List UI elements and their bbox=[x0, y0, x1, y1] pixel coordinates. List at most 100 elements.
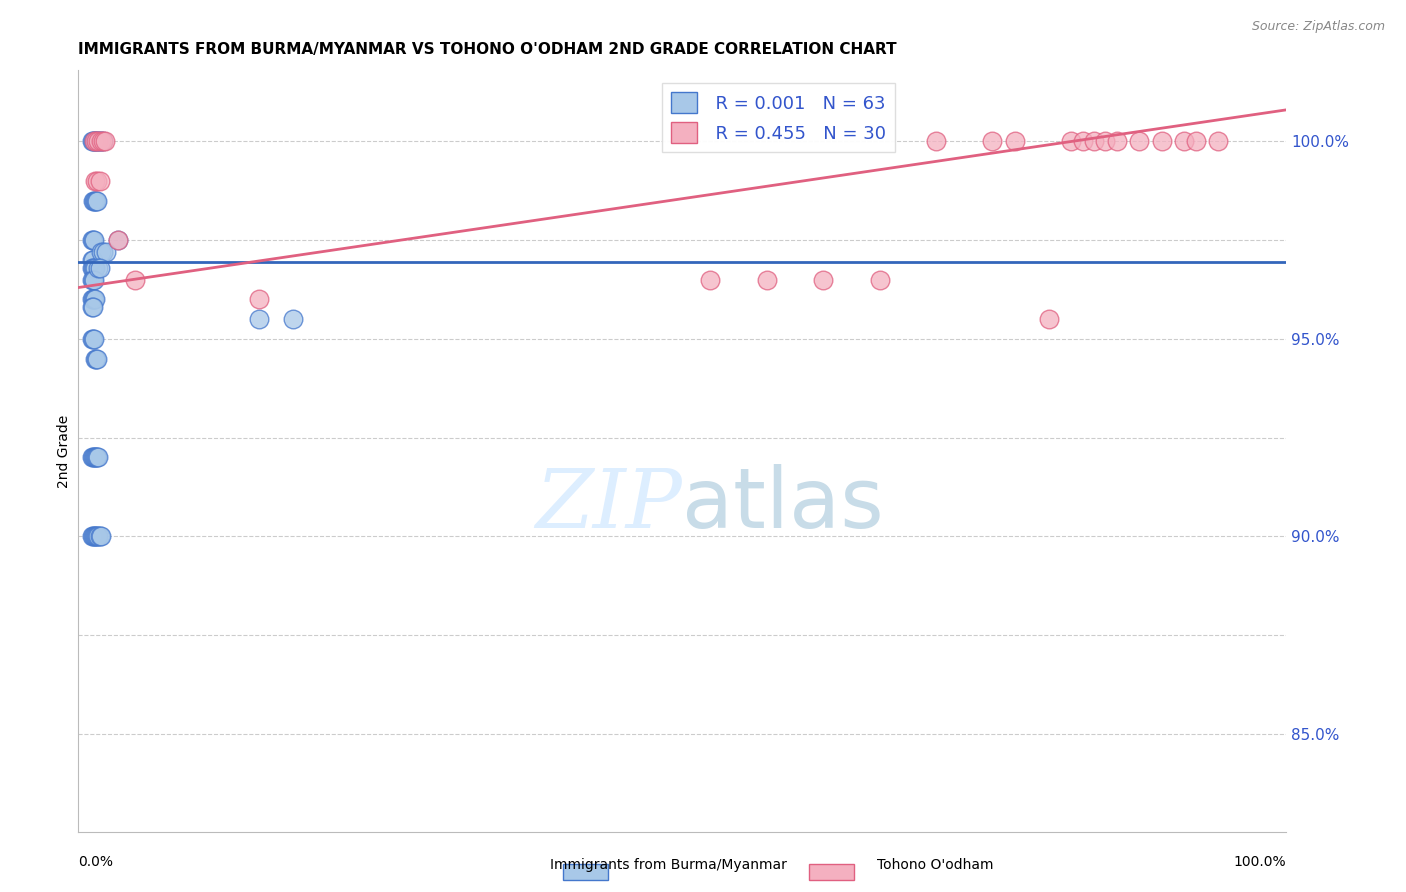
Point bbox=[1128, 135, 1150, 149]
Point bbox=[755, 273, 778, 287]
Point bbox=[811, 273, 834, 287]
Point bbox=[94, 135, 117, 149]
Point bbox=[82, 332, 104, 346]
Point bbox=[82, 293, 104, 307]
Point bbox=[86, 174, 108, 188]
Point bbox=[84, 293, 107, 307]
Point bbox=[1094, 135, 1116, 149]
Point bbox=[90, 245, 112, 260]
Point bbox=[83, 529, 105, 543]
Point bbox=[107, 233, 129, 247]
Point bbox=[83, 135, 105, 149]
Point bbox=[925, 135, 948, 149]
Point bbox=[1083, 135, 1105, 149]
Point bbox=[83, 135, 105, 149]
Point bbox=[1004, 135, 1026, 149]
Text: Source: ZipAtlas.com: Source: ZipAtlas.com bbox=[1251, 20, 1385, 33]
Point bbox=[84, 529, 107, 543]
Point bbox=[84, 351, 107, 366]
Point bbox=[84, 194, 107, 208]
Point bbox=[981, 135, 1004, 149]
Point bbox=[83, 293, 105, 307]
Point bbox=[82, 252, 104, 267]
Point bbox=[96, 245, 118, 260]
Point bbox=[82, 273, 104, 287]
Point bbox=[80, 293, 103, 307]
Point bbox=[90, 529, 112, 543]
Point bbox=[84, 260, 107, 275]
Point bbox=[87, 529, 110, 543]
Point bbox=[89, 174, 111, 188]
Point bbox=[87, 260, 110, 275]
Point bbox=[281, 312, 304, 326]
Point bbox=[84, 135, 107, 149]
Point bbox=[869, 273, 891, 287]
Point bbox=[1071, 135, 1094, 149]
Point bbox=[89, 529, 111, 543]
Point bbox=[86, 194, 108, 208]
Point bbox=[82, 194, 104, 208]
Point bbox=[247, 293, 270, 307]
Legend:   R = 0.001   N = 63,   R = 0.455   N = 30: R = 0.001 N = 63, R = 0.455 N = 30 bbox=[662, 83, 896, 152]
Point bbox=[1173, 135, 1195, 149]
Point bbox=[90, 135, 112, 149]
Point bbox=[80, 450, 103, 465]
Point bbox=[87, 135, 110, 149]
Point bbox=[91, 135, 114, 149]
Y-axis label: 2nd Grade: 2nd Grade bbox=[58, 415, 72, 488]
Point bbox=[86, 135, 108, 149]
Point bbox=[83, 260, 105, 275]
Point bbox=[82, 450, 104, 465]
Text: IMMIGRANTS FROM BURMA/MYANMAR VS TOHONO O'ODHAM 2ND GRADE CORRELATION CHART: IMMIGRANTS FROM BURMA/MYANMAR VS TOHONO … bbox=[79, 42, 897, 57]
Point bbox=[1184, 135, 1206, 149]
Point bbox=[80, 529, 103, 543]
Point bbox=[91, 245, 114, 260]
Point bbox=[90, 135, 112, 149]
Point bbox=[84, 450, 107, 465]
Point bbox=[83, 332, 105, 346]
Point bbox=[84, 135, 107, 149]
Point bbox=[91, 135, 114, 149]
Point bbox=[87, 135, 110, 149]
Point bbox=[83, 273, 105, 287]
Point bbox=[1150, 135, 1173, 149]
Text: 100.0%: 100.0% bbox=[1233, 855, 1286, 869]
Point bbox=[86, 529, 108, 543]
Point bbox=[1060, 135, 1083, 149]
Point bbox=[80, 273, 103, 287]
Point bbox=[1038, 312, 1060, 326]
Point bbox=[84, 351, 107, 366]
Point bbox=[247, 312, 270, 326]
Point bbox=[124, 273, 146, 287]
Text: 0.0%: 0.0% bbox=[79, 855, 112, 869]
Text: Immigrants from Burma/Myanmar: Immigrants from Burma/Myanmar bbox=[550, 858, 786, 872]
Point bbox=[84, 174, 107, 188]
Point bbox=[80, 252, 103, 267]
Point bbox=[80, 301, 103, 315]
Point bbox=[84, 135, 107, 149]
Point bbox=[84, 194, 107, 208]
Point bbox=[80, 260, 103, 275]
Point bbox=[82, 135, 104, 149]
Point bbox=[83, 233, 105, 247]
Point bbox=[82, 529, 104, 543]
Point bbox=[82, 260, 104, 275]
Point bbox=[82, 301, 104, 315]
Point bbox=[80, 233, 103, 247]
Point bbox=[84, 529, 107, 543]
Point bbox=[80, 332, 103, 346]
Point bbox=[1206, 135, 1229, 149]
Point bbox=[699, 273, 721, 287]
Point bbox=[87, 450, 110, 465]
Point bbox=[83, 194, 105, 208]
Text: ZIP: ZIP bbox=[536, 465, 682, 545]
Point bbox=[1105, 135, 1128, 149]
Point bbox=[82, 233, 104, 247]
Text: atlas: atlas bbox=[682, 464, 884, 545]
Text: Tohono O'odham: Tohono O'odham bbox=[877, 858, 994, 872]
Point bbox=[86, 450, 108, 465]
Point bbox=[89, 260, 111, 275]
Point bbox=[83, 450, 105, 465]
Point bbox=[80, 135, 103, 149]
Point bbox=[84, 450, 107, 465]
